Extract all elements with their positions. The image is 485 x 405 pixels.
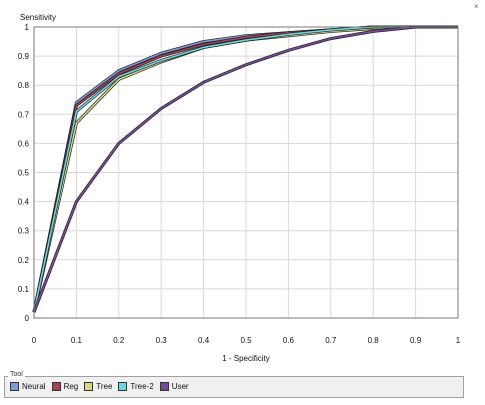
legend-label: Tree (96, 382, 113, 391)
legend-item-tree[interactable]: Tree (84, 382, 112, 391)
y-tick-label: 0.8 (18, 81, 30, 90)
x-axis-label: 1 - Specificity (222, 354, 270, 363)
legend-swatch (84, 382, 94, 391)
y-tick-label: 0.3 (18, 227, 30, 236)
y-tick-label: 0.5 (18, 169, 30, 178)
x-tick-label: 0.3 (156, 336, 168, 345)
legend-swatch (118, 382, 128, 391)
y-tick-label: 0.1 (18, 285, 30, 294)
x-tick-label: 0.1 (71, 336, 83, 345)
y-tick-label: 0.9 (18, 52, 30, 61)
legend-swatch (51, 382, 61, 391)
legend-label: Neural (22, 382, 46, 391)
roc-chart: Sensitivity 1 - Specificity 0 0.1 0.2 0.3 0.… (18, 13, 461, 363)
legend-label: Tree-2 (130, 382, 154, 391)
x-tick-label: 0.9 (410, 336, 422, 345)
x-tick-label: 0.5 (240, 336, 252, 345)
y-tick-label: 0.6 (18, 139, 30, 148)
x-tick-label: 0.8 (368, 336, 380, 345)
legend-swatch (10, 382, 19, 391)
y-tick-label: 0.2 (18, 256, 30, 265)
y-tick-label: 0.4 (18, 198, 30, 207)
x-tick-label: 0.4 (198, 336, 210, 345)
legend: Neural Reg Tree Tree-2 User (10, 382, 189, 391)
legend-item-reg[interactable]: Reg (51, 382, 79, 391)
y-tick-label: 1 (25, 23, 30, 32)
y-axis-label: Sensitivity (20, 13, 56, 22)
corner-mark: × (474, 2, 479, 11)
legend-title: Tool (8, 371, 25, 379)
legend-item-neural[interactable]: Neural (10, 382, 46, 391)
x-tick-label: 0.7 (325, 336, 337, 345)
legend-item-tree-2[interactable]: Tree-2 (118, 382, 154, 391)
legend-box (4, 376, 464, 398)
x-tick-label: 0.2 (113, 336, 125, 345)
legend-label: User (171, 382, 189, 391)
plot-frame (33, 26, 459, 319)
x-tick-label: 0.6 (283, 336, 295, 345)
series-line-user (33, 26, 458, 313)
y-tick-label: 0.7 (18, 110, 30, 119)
y-tick-label: 0 (25, 314, 30, 323)
x-tick-label: 0 (32, 336, 37, 345)
legend-label: Reg (63, 382, 79, 391)
x-tick-label: 1 (456, 336, 461, 345)
legend-swatch (159, 382, 169, 391)
legend-item-user[interactable]: User (159, 382, 189, 391)
tick-labels: 0 0.1 0.2 0.3 0.4 0.5 0.6 0.7 0.8 0.9 1 0 0.1 0.2 0.3 0… (18, 23, 461, 345)
